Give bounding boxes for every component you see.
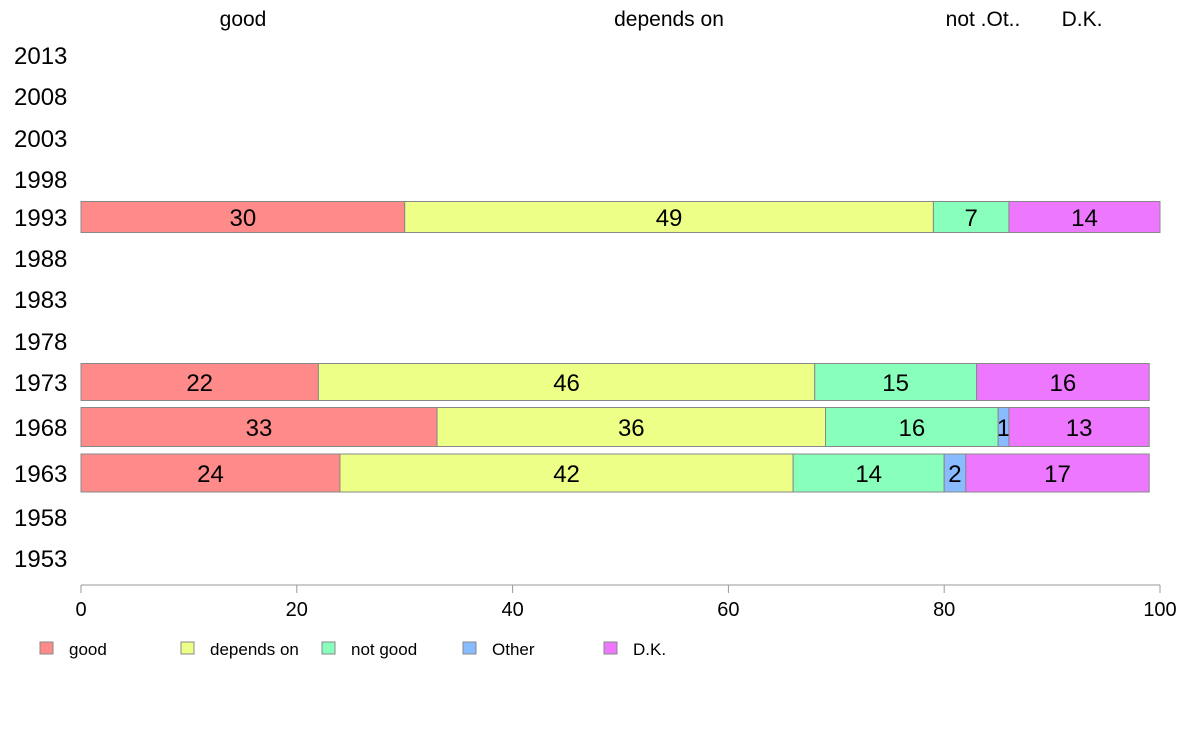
y-tick-label: 1968 bbox=[14, 415, 67, 442]
bar-segment bbox=[814, 363, 978, 401]
bar-segment bbox=[80, 407, 438, 447]
y-tick-label: 1993 bbox=[14, 205, 67, 232]
y-tick-label: 1958 bbox=[14, 505, 67, 532]
y-tick-label: 2013 bbox=[14, 43, 67, 70]
legend-swatch bbox=[462, 641, 477, 655]
bar-value-label: 33 bbox=[246, 415, 273, 442]
bar-value-label: 2 bbox=[948, 461, 961, 488]
top-label: good bbox=[220, 8, 267, 31]
bar-segment bbox=[404, 201, 934, 233]
legend-swatch bbox=[603, 641, 618, 655]
top-labels: good depends on not .Ot.. D.K. bbox=[220, 8, 1103, 31]
x-axis: 0 20 40 60 80 100 bbox=[75, 584, 1177, 621]
bar-value-label: 14 bbox=[1071, 205, 1098, 232]
x-tick-label: 60 bbox=[717, 599, 739, 621]
legend: good depends on not good Other D.K. bbox=[39, 640, 666, 659]
bar-segment bbox=[976, 363, 1150, 401]
legend-label: good bbox=[69, 640, 107, 659]
bars: 30 49 7 14 22 46 15 16 33 36 16 1 13 24 42 14 2 17 bbox=[80, 201, 1161, 493]
y-tick-label: 1978 bbox=[14, 329, 67, 356]
y-tick-label: 1973 bbox=[14, 370, 67, 397]
top-label: not .Ot.. bbox=[946, 8, 1021, 31]
bar-segment bbox=[792, 453, 945, 493]
y-tick-label: 1983 bbox=[14, 287, 67, 314]
bar-value-label: 49 bbox=[656, 205, 683, 232]
y-tick-label: 1953 bbox=[14, 546, 67, 573]
bar-value-label: 30 bbox=[229, 205, 256, 232]
y-tick-label: 1998 bbox=[14, 167, 67, 194]
bar-segment bbox=[339, 453, 794, 493]
bar-value-label: 7 bbox=[964, 205, 977, 232]
legend-label: not good bbox=[351, 640, 417, 659]
top-label: depends on bbox=[614, 8, 724, 31]
bar-segment bbox=[80, 363, 319, 401]
bar-segment bbox=[80, 201, 406, 233]
bar-segment bbox=[1008, 407, 1150, 447]
bar-value-label: 36 bbox=[618, 415, 645, 442]
x-tick-label: 40 bbox=[501, 599, 523, 621]
bar-segment bbox=[965, 453, 1150, 493]
y-tick-label: 2008 bbox=[14, 84, 67, 111]
y-tick-label: 1988 bbox=[14, 246, 67, 273]
top-label: D.K. bbox=[1062, 8, 1103, 31]
bar-value-label: 13 bbox=[1066, 415, 1093, 442]
bar-value-label: 1 bbox=[997, 415, 1010, 442]
y-axis-labels: 2013 2008 2003 1998 1993 1988 1983 1978 1973 1968… bbox=[14, 43, 67, 573]
legend-label: D.K. bbox=[633, 640, 666, 659]
bar-value-label: 42 bbox=[553, 461, 580, 488]
bar-value-label: 14 bbox=[855, 461, 882, 488]
x-tick-label: 80 bbox=[933, 599, 955, 621]
bar-segment bbox=[1008, 201, 1161, 233]
bar-value-label: 16 bbox=[898, 415, 925, 442]
legend-label: Other bbox=[492, 640, 535, 659]
x-tick-label: 100 bbox=[1143, 599, 1176, 621]
legend-swatch bbox=[180, 641, 195, 655]
bar-value-label: 17 bbox=[1044, 461, 1071, 488]
legend-swatch bbox=[321, 641, 336, 655]
bar-value-label: 24 bbox=[197, 461, 224, 488]
bar-value-label: 22 bbox=[186, 370, 213, 397]
y-tick-label: 1963 bbox=[14, 461, 67, 488]
legend-label: depends on bbox=[210, 640, 299, 659]
x-tick-label: 20 bbox=[286, 599, 308, 621]
bar-value-label: 16 bbox=[1050, 370, 1077, 397]
bar-segment bbox=[932, 201, 1010, 233]
bar-value-label: 15 bbox=[882, 370, 909, 397]
x-tick-label: 0 bbox=[75, 599, 86, 621]
bar-segment bbox=[317, 363, 816, 401]
legend-swatch bbox=[39, 641, 54, 655]
bar-segment bbox=[436, 407, 827, 447]
bar-value-label: 46 bbox=[553, 370, 580, 397]
bar-segment bbox=[80, 453, 341, 493]
y-tick-label: 2003 bbox=[14, 126, 67, 153]
